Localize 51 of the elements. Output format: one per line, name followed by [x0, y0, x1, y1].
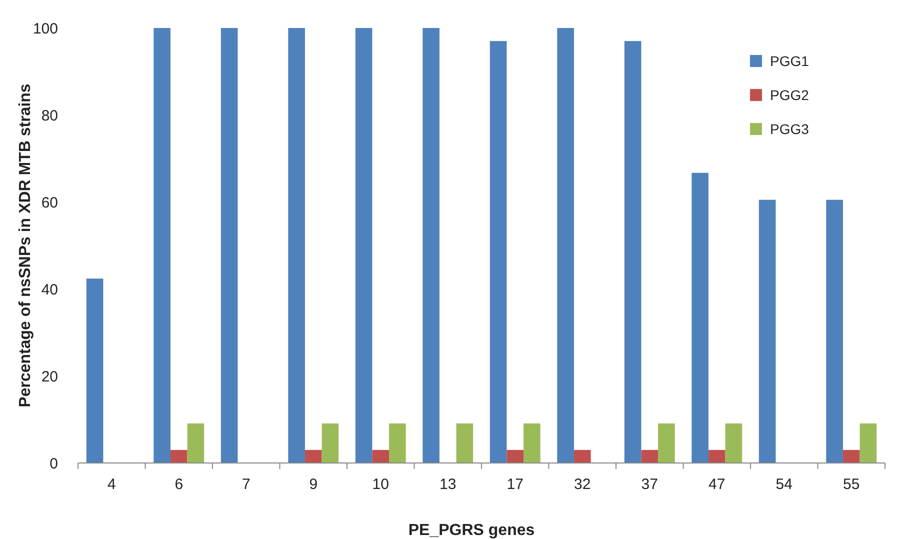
bar	[725, 423, 742, 463]
legend-label: PGG2	[770, 86, 810, 103]
y-tick-label: 0	[50, 455, 58, 472]
bar	[372, 450, 390, 463]
x-axis-title: PE_PGRS genes	[408, 522, 535, 539]
y-tick-label: 40	[41, 281, 58, 298]
x-tick-label: 13	[440, 476, 456, 493]
bar	[524, 423, 540, 463]
bar	[842, 450, 860, 463]
bar	[708, 450, 726, 463]
bar	[574, 450, 591, 463]
bar	[624, 41, 642, 463]
x-tick-label: 32	[574, 476, 591, 493]
bar	[860, 423, 877, 463]
x-tick-label: 55	[843, 476, 860, 493]
y-tick-label: 80	[41, 107, 58, 124]
bar	[641, 450, 658, 463]
y-tick-label: 100	[32, 20, 58, 38]
bar	[288, 28, 305, 463]
bar	[506, 450, 524, 463]
x-tick-label: 37	[641, 476, 658, 493]
bar	[692, 172, 708, 463]
y-tick-label: 20	[41, 368, 58, 386]
y-axis-title: Percentage of nsSNPs in XDR MTB strains	[17, 84, 34, 408]
y-tick-label: 60	[41, 194, 58, 212]
legend-label: PGG3	[770, 120, 810, 137]
bar	[322, 423, 339, 463]
bar	[758, 200, 776, 463]
x-tick-label: 10	[372, 476, 389, 493]
x-tick-label: 4	[107, 476, 116, 493]
x-tick-label: 54	[776, 476, 792, 493]
x-tick-label: 9	[309, 476, 318, 493]
bar	[170, 450, 188, 463]
bar	[826, 200, 843, 463]
bar	[658, 423, 675, 463]
x-tick-label: 6	[174, 476, 184, 493]
bar	[456, 423, 474, 463]
x-tick-label: 47	[708, 476, 726, 493]
bar	[86, 278, 104, 463]
bar	[154, 28, 170, 463]
x-tick-label: 17	[506, 476, 524, 493]
bar	[304, 450, 322, 463]
bar	[490, 41, 507, 463]
bar	[422, 28, 440, 463]
bar	[557, 28, 574, 463]
x-tick-label: 7	[242, 476, 250, 493]
bar	[355, 28, 372, 463]
legend-label: PGG1	[770, 52, 810, 69]
bar	[187, 423, 204, 463]
bar	[389, 423, 406, 463]
bar	[220, 28, 238, 463]
